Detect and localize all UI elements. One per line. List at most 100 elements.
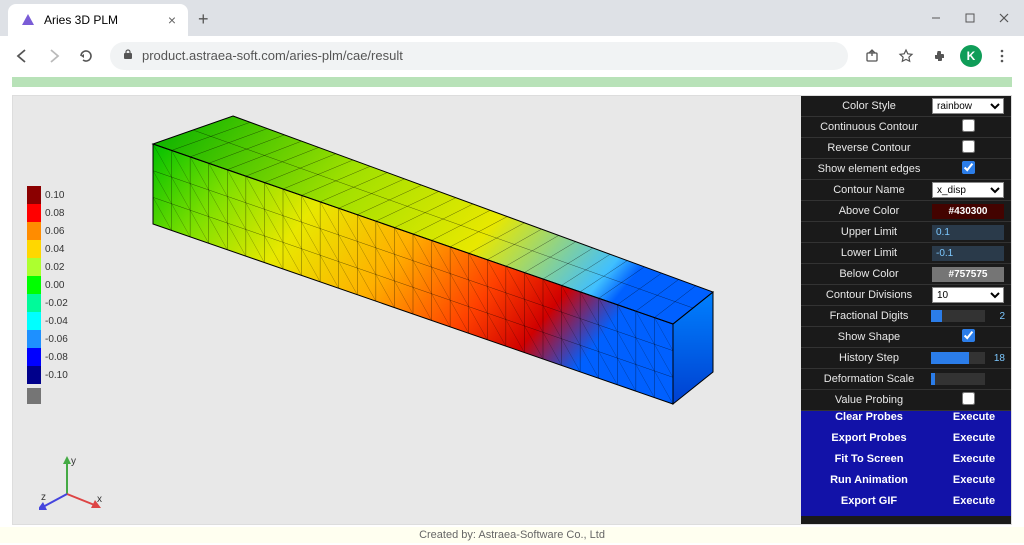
page-footer: Created by: Astraea-Software Co., Ltd [0,527,1024,543]
tab-favicon-icon [20,12,36,28]
row-lower-limit: Lower Limit [801,243,1011,264]
action-row-2: Fit To Screen Execute [801,453,1011,474]
value-probing-checkbox[interactable] [962,392,975,405]
action-row-1: Export Probes Execute [801,432,1011,453]
minimize-button[interactable] [920,4,952,32]
maximize-button[interactable] [954,4,986,32]
history-step-slider[interactable] [931,352,985,364]
legend-step: 0.02 [27,258,68,276]
reverse-contour-checkbox[interactable] [962,140,975,153]
browser-chrome: Aries 3D PLM × + product.astraea-soft.co… [0,0,1024,75]
svg-text:z: z [41,492,46,503]
row-continuous-contour-label: Continuous Contour [807,121,931,133]
svg-text:x: x [97,494,102,505]
row-fractional-digits: Fractional Digits 2 [801,306,1011,327]
legend-step: -0.02 [27,294,68,312]
row-history-step-label: History Step [807,352,931,364]
continuous-contour-checkbox[interactable] [962,119,975,132]
action-execute-1[interactable]: Execute [937,432,1011,453]
row-above-color: Above Color #430300 [801,201,1011,222]
action-label-3: Run Animation [801,474,937,495]
upper-limit-input[interactable] [932,225,1004,240]
legend-step: -0.08 [27,348,68,366]
back-button[interactable] [8,42,36,70]
fem-beam-render [113,104,723,484]
legend-step: 0.04 [27,240,68,258]
action-row-4: Export GIF Execute [801,495,1011,516]
row-value-probing-label: Value Probing [807,394,931,406]
forward-button[interactable] [40,42,68,70]
legend-step: 0.00 [27,276,68,294]
action-execute-3[interactable]: Execute [937,474,1011,495]
share-icon[interactable] [858,42,886,70]
url-text: product.astraea-soft.com/aries-plm/cae/r… [142,48,403,63]
row-upper-limit: Upper Limit [801,222,1011,243]
show-shape-checkbox[interactable] [962,329,975,342]
browser-toolbar: product.astraea-soft.com/aries-plm/cae/r… [0,36,1024,75]
row-reverse-contour-label: Reverse Contour [807,142,931,154]
contour-name-select[interactable]: x_disp [932,182,1004,198]
above-color-box[interactable]: #430300 [932,204,1004,219]
row-show-edges: Show element edges [801,159,1011,180]
menu-icon[interactable] [988,42,1016,70]
tab-strip: Aries 3D PLM × + [0,0,1024,36]
fractional-digits-slider-value: 2 [989,311,1005,322]
history-step-slider-value: 18 [989,353,1005,364]
star-icon[interactable] [892,42,920,70]
action-label-1: Export Probes [801,432,937,453]
row-contour-divisions: Contour Divisions 10 [801,285,1011,306]
row-show-shape: Show Shape [801,327,1011,348]
action-row-3: Run Animation Execute [801,474,1011,495]
action-execute-2[interactable]: Execute [937,453,1011,474]
settings-panel: Color Style rainbow Continuous Contour R… [801,96,1011,524]
profile-avatar[interactable]: K [960,45,982,67]
extensions-icon[interactable] [926,42,954,70]
new-tab-button[interactable]: + [188,3,219,36]
row-upper-limit-label: Upper Limit [807,226,931,238]
close-window-button[interactable] [988,4,1020,32]
lower-limit-input[interactable] [932,246,1004,261]
reload-button[interactable] [72,42,100,70]
show-edges-checkbox[interactable] [962,161,975,174]
color-style-select[interactable]: rainbow [932,98,1004,114]
legend-step: -0.06 [27,330,68,348]
window-controls [920,4,1020,32]
below-color-box[interactable]: #757575 [932,267,1004,282]
action-execute-4[interactable]: Execute [937,495,1011,516]
row-contour-name: Contour Name x_disp [801,180,1011,201]
legend-step: -0.04 [27,312,68,330]
row-contour-name-label: Contour Name [807,184,931,196]
row-reverse-contour: Reverse Contour [801,138,1011,159]
row-below-color: Below Color #757575 [801,264,1011,285]
row-show-edges-label: Show element edges [807,163,931,175]
action-execute-0[interactable]: Execute [937,411,1011,432]
viewer-container: 0.100.080.060.040.020.00-0.02-0.04-0.06-… [12,95,1012,525]
lock-icon [122,48,134,63]
color-legend: 0.100.080.060.040.020.00-0.02-0.04-0.06-… [27,186,68,404]
browser-tab[interactable]: Aries 3D PLM × [8,4,188,36]
action-row-0: Clear Probes Execute [801,411,1011,432]
legend-below-swatch [27,388,41,404]
row-color-style-label: Color Style [807,100,931,112]
row-deformation-scale: Deformation Scale [801,369,1011,390]
address-bar[interactable]: product.astraea-soft.com/aries-plm/cae/r… [110,42,848,70]
row-fractional-digits-label: Fractional Digits [807,310,931,322]
row-color-style: Color Style rainbow [801,96,1011,117]
axis-triad: y x z [39,452,109,512]
status-bar [12,77,1012,87]
deformation-scale-slider[interactable] [931,373,985,385]
contour-divisions-select[interactable]: 10 [932,287,1004,303]
row-history-step: History Step 18 [801,348,1011,369]
row-continuous-contour: Continuous Contour [801,117,1011,138]
row-deformation-scale-label: Deformation Scale [807,373,931,385]
row-show-shape-label: Show Shape [807,331,931,343]
action-label-0: Clear Probes [801,411,937,432]
legend-step: -0.10 [27,366,68,384]
tab-close-icon[interactable]: × [168,12,176,28]
row-above-color-label: Above Color [807,205,931,217]
row-below-color-label: Below Color [807,268,931,280]
fractional-digits-slider[interactable] [931,310,985,322]
row-value-probing: Value Probing [801,390,1011,411]
viewport-canvas[interactable]: 0.100.080.060.040.020.00-0.02-0.04-0.06-… [13,96,801,524]
tab-title: Aries 3D PLM [44,13,118,27]
